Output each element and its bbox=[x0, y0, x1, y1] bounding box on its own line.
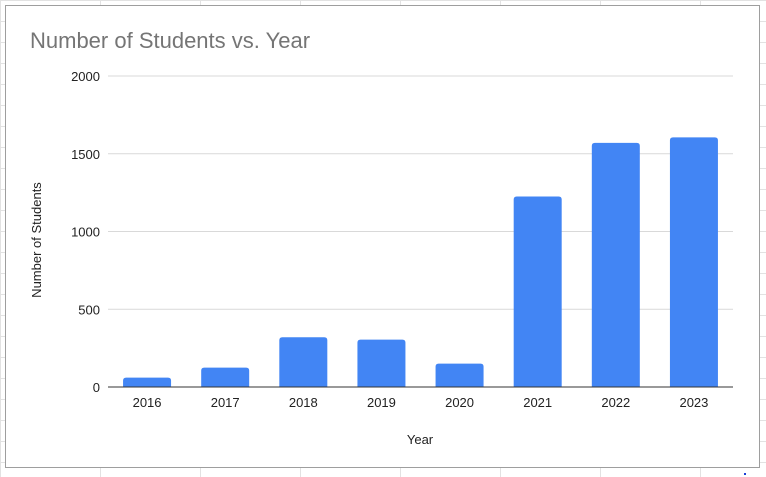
bar-2020[interactable] bbox=[435, 363, 484, 387]
bars bbox=[123, 137, 718, 387]
bar-2023[interactable] bbox=[669, 137, 718, 387]
resize-handle-dot bbox=[744, 473, 746, 475]
y-tick-label: 1000 bbox=[71, 225, 100, 240]
bar-2016[interactable] bbox=[123, 377, 172, 387]
y-tick-label: 0 bbox=[93, 380, 100, 395]
y-tick-label: 2000 bbox=[71, 69, 100, 84]
x-tick-label: 2020 bbox=[445, 395, 474, 410]
bar-2021[interactable] bbox=[513, 196, 562, 387]
x-tick-label: 2023 bbox=[679, 395, 708, 410]
bar-2019[interactable] bbox=[357, 339, 406, 387]
y-tick-label: 500 bbox=[78, 302, 100, 317]
y-axis-tick-labels: 0 500 1000 1500 2000 bbox=[71, 69, 100, 395]
bar-2018[interactable] bbox=[279, 337, 328, 387]
x-tick-label: 2022 bbox=[601, 395, 630, 410]
x-tick-label: 2019 bbox=[367, 395, 396, 410]
x-axis-tick-labels: 2016 2017 2018 2019 2020 2021 2022 2023 bbox=[133, 395, 709, 410]
bar-2017[interactable] bbox=[201, 367, 250, 387]
y-axis-label: Number of Students bbox=[29, 182, 44, 298]
x-tick-label: 2017 bbox=[211, 395, 240, 410]
x-tick-label: 2021 bbox=[523, 395, 552, 410]
x-tick-label: 2016 bbox=[133, 395, 162, 410]
y-tick-label: 1500 bbox=[71, 147, 100, 162]
chart-title: Number of Students vs. Year bbox=[30, 28, 310, 53]
x-tick-label: 2018 bbox=[289, 395, 318, 410]
x-axis-label: Year bbox=[407, 432, 434, 447]
bar-2022[interactable] bbox=[591, 142, 640, 387]
